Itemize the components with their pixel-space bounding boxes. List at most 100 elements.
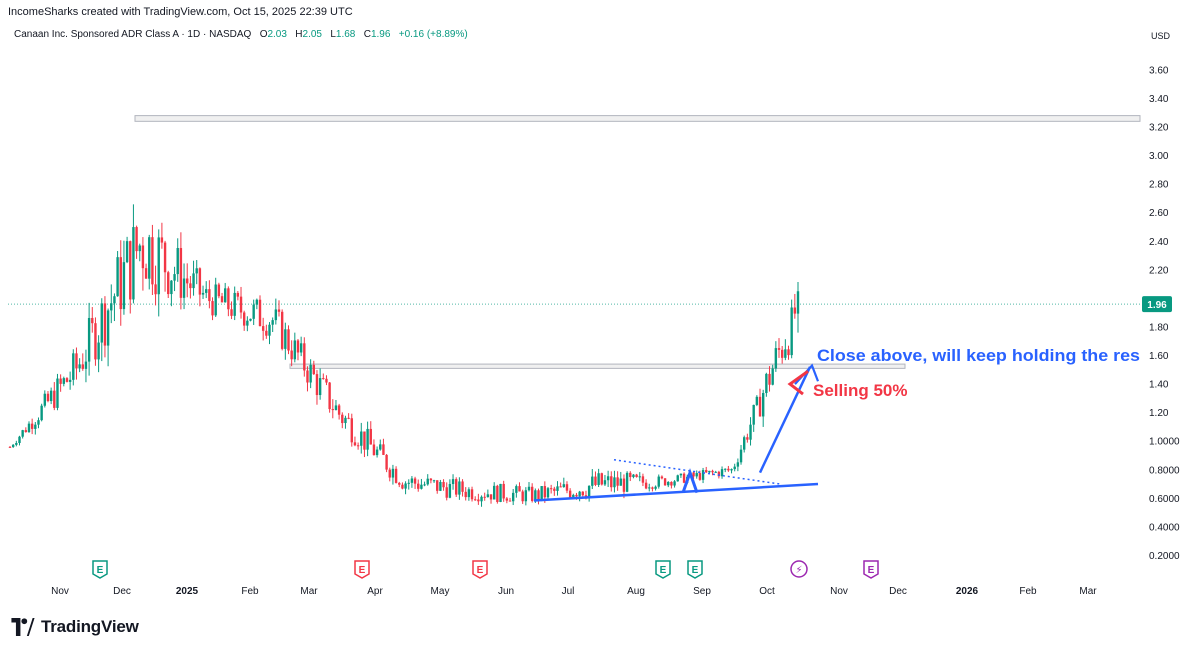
candle-body [160,237,164,243]
earnings-badge: E [863,560,879,579]
candle-body [543,486,547,498]
candle-body [619,478,622,486]
candle-body [84,361,88,369]
candle-body [796,291,800,314]
candle-body [591,476,594,486]
candle-body [299,343,303,353]
x-tick-label: Oct [759,586,775,597]
chart-credit: IncomeSharks created with TradingView.co… [8,6,353,18]
candle-body [382,444,385,455]
candle-body [62,378,65,384]
candle-body [417,483,420,489]
candle-body [141,245,145,269]
candle-body [451,479,455,485]
candle-body [122,262,126,310]
candle-body [353,442,357,446]
candle-body [499,483,502,502]
candle-body [708,470,711,473]
candle-body [695,473,698,477]
candle-body [53,390,56,408]
candle-body [629,472,632,478]
candle-body [309,364,312,383]
currency-label[interactable]: USD [1151,31,1171,41]
candle-body [562,484,566,488]
candle-body [730,469,733,471]
candle-body [312,364,316,375]
candle-body [486,494,490,498]
candle-body [724,468,727,470]
candle-body [144,268,148,279]
candle-body [268,324,271,336]
candle-body [363,431,366,450]
candle-body [698,473,702,480]
candle-body [780,349,784,358]
candle-body [765,373,768,394]
candle-body [701,470,705,480]
candle-body [34,424,37,429]
candle-body [445,487,448,498]
candle-body [49,390,53,402]
candle-body [334,405,338,410]
candle-body [439,481,442,491]
x-tick-label: Mar [300,586,318,597]
candle-body [442,481,445,488]
candle-body [515,486,518,493]
candle-body [223,288,227,303]
candle-body [154,284,157,295]
close-value: 1.96 [370,29,391,40]
x-tick-label: Aug [627,586,645,597]
x-tick-label: May [431,586,450,597]
candle-body [603,480,607,485]
candle-body [110,303,113,311]
candle-body [91,317,94,324]
candle-body [616,477,619,486]
y-tick-label: 2.80 [1149,180,1169,191]
candle-body [613,477,616,488]
candle-body [201,292,205,295]
symbol-name[interactable]: Canaan Inc. Sponsored ADR Class A · 1D ·… [14,29,252,40]
candle-body [366,428,369,450]
tradingview-wordmark: TradingView [41,617,139,636]
candle-body [198,268,202,295]
y-tick-label: 3.40 [1149,94,1169,105]
candle-body [246,320,249,326]
candle-body [186,278,189,284]
candle-body [752,404,755,425]
lightning-icon [790,560,808,578]
candle-body [635,474,638,478]
candle-body [265,330,268,336]
split-badge: ⚡ [790,560,808,578]
resistance-zone [289,363,906,369]
x-tick-label: Sep [693,586,711,597]
x-tick-label: Jul [562,586,575,597]
y-axis[interactable]: 0.2000 0.4000 0.6000 0.8000 1.0000 1.20 1.40 1.… [1149,65,1180,562]
candle-body [474,499,477,501]
candle-body [37,420,40,425]
x-axis[interactable]: Nov Dec 2025 Feb Mar Apr May Jun Jul Aug Sep Oct Nov… [51,586,1097,597]
candle-body [673,481,676,486]
candle-body [398,482,401,485]
candle-body [59,378,62,384]
candle-body [100,303,103,343]
candle-body [132,227,135,300]
candle-body [303,343,306,371]
candle-body [739,449,743,463]
candle-body [559,486,562,488]
candle-body [404,483,407,489]
x-tick-label: Dec [889,586,907,597]
candle-body [521,491,524,502]
tradingview-brand[interactable]: TradingView [10,617,139,637]
candle-body [360,431,363,446]
candle-body [116,257,119,297]
y-tick-label: 0.6000 [1149,494,1180,505]
close-label: C [363,29,371,40]
candle-body [337,405,341,415]
candle-body [530,486,534,501]
x-tick-label: Jun [498,586,514,597]
candle-body [217,284,221,297]
candle-body [518,486,521,492]
badge-letter: ⚡ [795,565,802,576]
candle-body [306,370,309,383]
candle-body [195,268,198,274]
